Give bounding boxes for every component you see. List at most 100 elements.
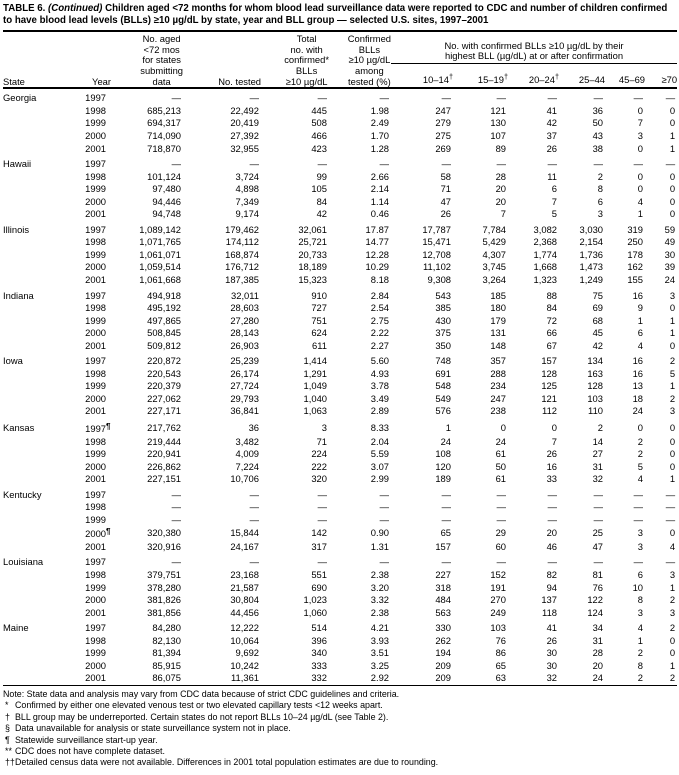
value-cell: 3.07 [370,460,389,472]
state-cell [3,249,63,262]
value-cell: 84,280 [152,622,181,634]
value-cell: 11,361 [231,672,259,684]
value-cell: 30 [546,647,557,659]
value-cell: — [249,556,259,568]
value-cell: 357 [490,355,506,367]
state-cell: Kentucky [3,488,42,500]
table-row-indiana-1997: Indiana 1997 494,918 32,011 910 2.84 543 185 88 7… [3,287,677,303]
year-cell: 2001 [85,473,106,485]
value-cell: 14.77 [365,236,389,248]
col-header-year: Year [92,75,111,87]
value-cell: 543 [435,289,451,301]
table-row-illinois-2001: 2001 1,061,668 187,385 15,323 8.18 9,308 3,264… [3,274,677,287]
value-cell: 105 [311,183,327,195]
value-cell: 180 [490,302,506,314]
table-row-maine-2000: 2000 85,915 10,242 333 3.25 209 65 30 20 8 1 [3,660,677,673]
value-cell: 227,171 [147,405,181,417]
value-cell: 24 [664,273,676,285]
footnote-census-data: †† Detailed census data were not availabl… [5,757,439,768]
value-cell: 9,308 [427,273,451,285]
value-cell: 29,793 [230,392,259,404]
value-cell: 37 [546,129,557,141]
value-cell: 15,323 [298,273,327,285]
value-cell: 49 [664,236,676,248]
year-cell: 1997 [85,622,106,634]
value-cell: 29 [495,527,506,539]
value-cell: 81 [592,569,603,581]
value-cell: 36 [592,104,603,116]
value-cell: 69 [592,302,603,314]
value-cell: 25,239 [230,355,259,367]
value-cell: 385 [435,302,451,314]
table-row-illinois-1999: 1999 1,061,071 168,874 20,733 12.28 12,708 4,3… [3,249,677,262]
value-cell: 14 [592,435,603,447]
table-row-kentucky-2001: 2001 320,916 24,167 317 1.31 157 60 46 47 3 4 [3,541,677,554]
year-cell: 1998 [85,302,106,314]
value-cell: 227 [435,569,451,581]
year-cell: 1997 [85,556,106,568]
value-cell: — [317,488,327,500]
value-cell: 24 [632,405,643,417]
value-cell: 0 [669,460,676,472]
col-group-header-bll-lines: No. with confirmed BLLs ≥10 µg/dL by the… [444,39,624,62]
value-cell: 1 [669,581,676,593]
year-cell: 2000 [85,659,106,671]
value-cell: 3 [669,289,676,301]
state-cell [3,261,63,274]
year-cell: 1999 [85,647,106,659]
year-cell: 2000 [85,129,106,141]
value-cell: — [593,158,603,170]
value-cell: 59 [664,223,676,235]
value-cell: 163 [587,367,603,379]
value-cell: — [249,513,259,525]
value-cell: 332 [311,672,327,684]
value-cell: 152 [490,569,506,581]
dagger-marker: † [448,71,453,81]
value-cell: 3 [669,405,676,417]
value-cell: — [593,556,603,568]
value-cell: 7 [551,195,557,207]
header-row-bll: 10–14† 15–19† 20–24† 25–44 45–69 ≥70 [3,63,678,90]
value-cell: 15,471 [422,236,451,248]
value-cell: 42 [592,339,603,351]
value-cell: 26,174 [230,367,259,379]
value-cell: 3.25 [370,659,389,671]
value-cell: 2 [669,355,676,367]
value-cell: 748 [435,355,451,367]
state-cell [3,327,63,340]
value-cell: 12.28 [365,248,389,260]
value-cell: — [441,501,451,513]
state-cell [3,660,63,673]
value-cell: 350 [435,339,451,351]
table-row-indiana-2000: 2000 508,845 28,143 624 2.22 375 131 66 45 6 1 [3,327,677,340]
value-cell: 24 [495,435,506,447]
value-cell: — [547,513,557,525]
value-cell: 8.18 [370,273,389,285]
table-row-georgia-2000: 2000 714,090 27,392 466 1.70 275 107 37 43 3 1 [3,130,677,143]
value-cell: 31 [592,634,603,646]
state-cell [3,569,63,582]
value-cell: — [593,501,603,513]
value-cell: 189 [435,473,451,485]
value-cell: 142 [311,527,327,539]
state-cell [3,130,63,143]
value-cell: — [441,513,451,525]
value-cell: 2.66 [370,170,389,182]
value-cell: 0 [669,647,676,659]
value-cell: 375 [435,327,451,339]
value-cell: 3,745 [482,261,506,273]
col-header-bll-10-14: 10–14† [391,63,453,90]
value-cell: 270 [490,594,506,606]
table-body: Georgia 1997— — — — — — — — — —1998 685,213 22,492 44… [3,88,678,686]
table-row-kentucky-1999: 1999 — — — — — — — — — — [3,514,677,527]
table-row-iowa-1998: 1998 220,543 26,174 1,291 4.93 691 288 128 163 16… [3,368,677,381]
value-cell: 0 [669,195,676,207]
year-cell: 2001 [85,142,106,154]
value-cell: 31 [592,460,603,472]
state-cell [3,143,63,156]
value-cell: 8 [597,183,603,195]
value-cell: 1 [669,473,676,485]
state-cell: Indiana [3,289,34,301]
value-cell: 20,419 [230,117,259,129]
value-cell: 68 [592,314,603,326]
